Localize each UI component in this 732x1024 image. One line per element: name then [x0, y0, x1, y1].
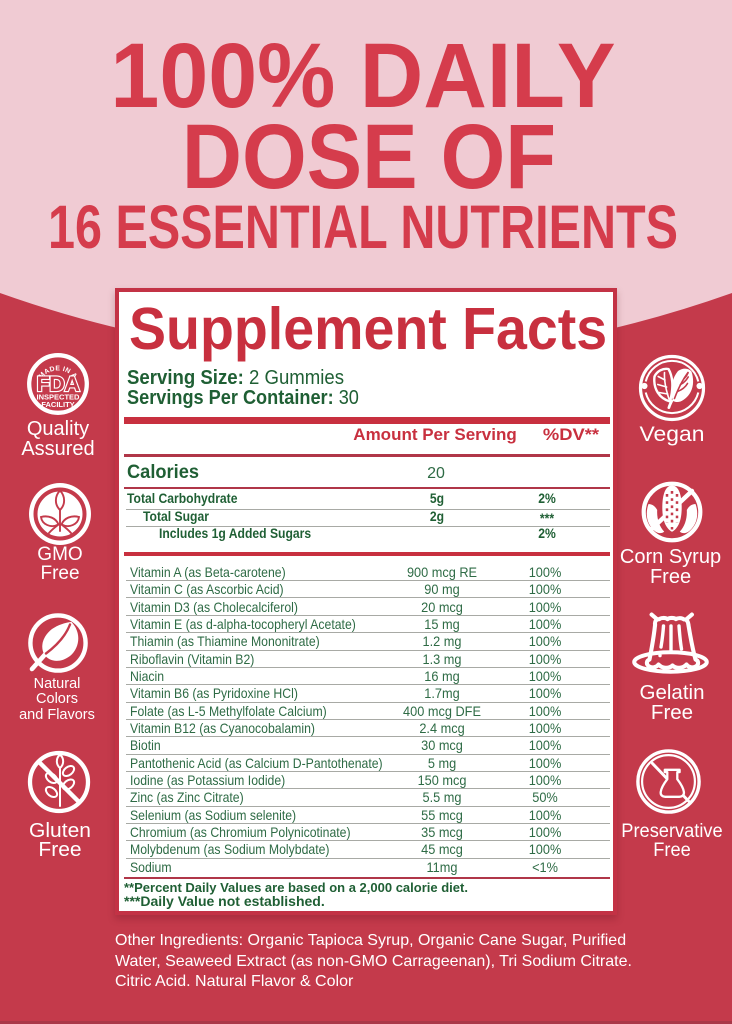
svg-text:INSPECTED: INSPECTED — [37, 393, 81, 402]
svg-text:FACILITY: FACILITY — [41, 400, 74, 409]
svg-text:FDA: FDA — [37, 372, 80, 396]
